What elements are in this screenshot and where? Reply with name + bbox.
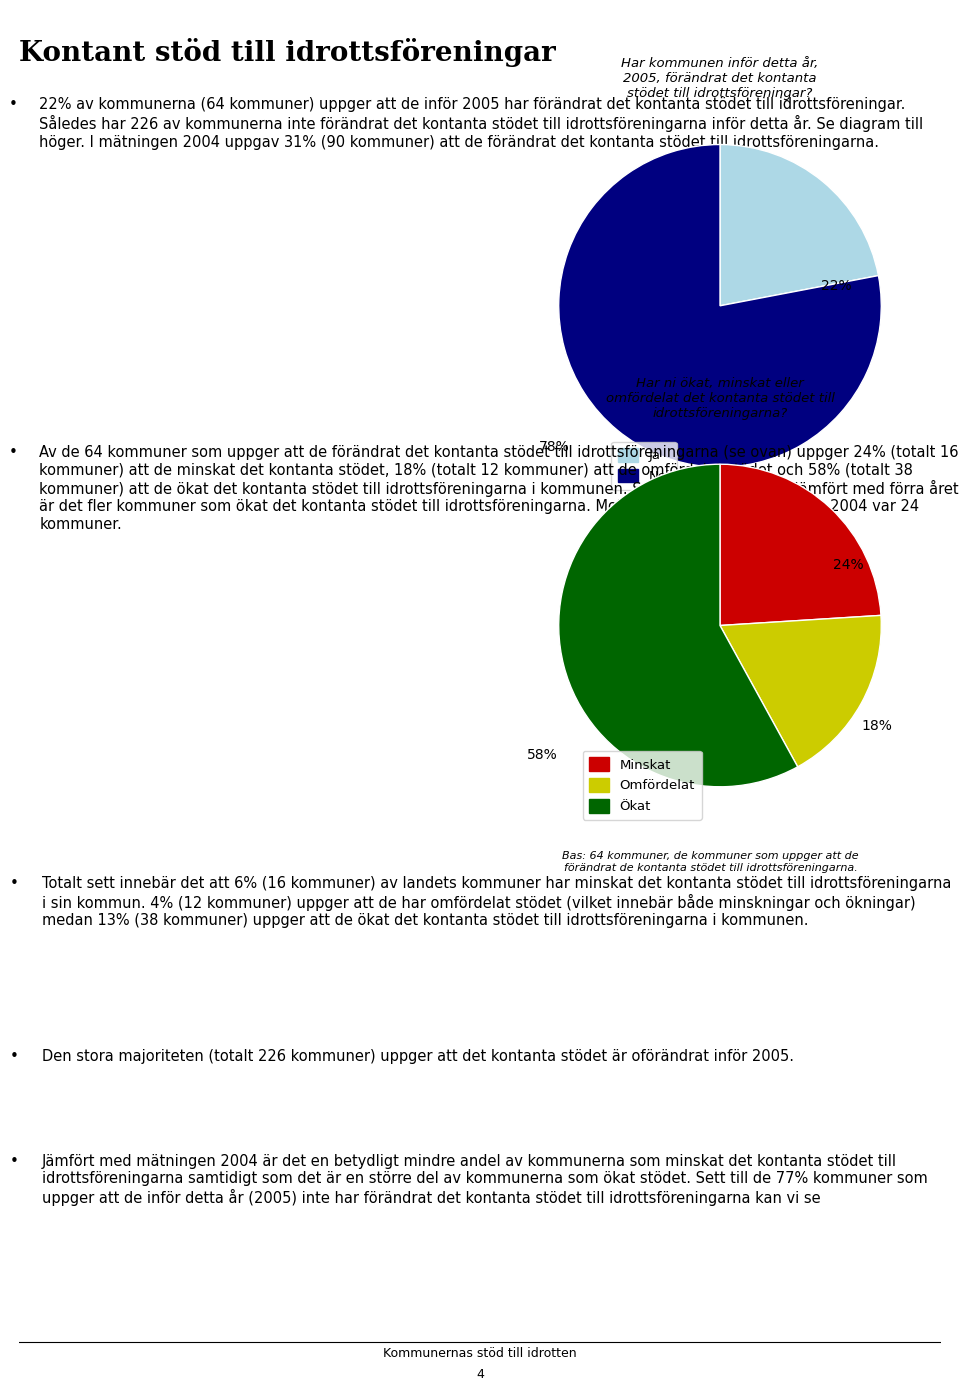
Wedge shape: [720, 616, 881, 767]
Title: Har ni ökat, minskat eller
omfördelat det kontanta stödet till
idrottsföreningar: Har ni ökat, minskat eller omfördelat de…: [606, 377, 834, 420]
Text: 58%: 58%: [526, 748, 557, 762]
Wedge shape: [559, 464, 798, 787]
Text: 22%: 22%: [821, 278, 852, 293]
Text: •: •: [11, 876, 19, 891]
Text: •: •: [11, 1049, 19, 1065]
Text: Jämfört med mätningen 2004 är det en betydligt mindre andel av kommunerna som mi: Jämfört med mätningen 2004 är det en bet…: [42, 1154, 927, 1207]
Text: Kommunernas stöd till idrotten: Kommunernas stöd till idrotten: [383, 1347, 577, 1361]
Text: Totalt sett innebär det att 6% (16 kommuner) av landets kommuner har minskat det: Totalt sett innebär det att 6% (16 kommu…: [42, 876, 951, 929]
Wedge shape: [720, 464, 881, 626]
Legend: Ja, Nej: Ja, Nej: [612, 442, 677, 489]
Wedge shape: [720, 145, 878, 306]
Text: •: •: [11, 1154, 19, 1169]
Text: Bas: 64 kommuner, de kommuner som uppger att de
förändrat de kontanta stödet til: Bas: 64 kommuner, de kommuner som uppger…: [563, 851, 858, 873]
Title: Har kommunen inför detta år,
2005, förändrat det kontanta
stödet till idrottsför: Har kommunen inför detta år, 2005, förän…: [621, 57, 819, 100]
Text: Av de 64 kommuner som uppger att de förändrat det kontanta stödet till idrottsfö: Av de 64 kommuner som uppger att de förä…: [39, 445, 959, 532]
Text: 22% av kommunerna (64 kommuner) uppger att de inför 2005 har förändrat det konta: 22% av kommunerna (64 kommuner) uppger a…: [39, 97, 924, 150]
Text: Bas: Samtliga 290 kommuner: Bas: Samtliga 290 kommuner: [623, 500, 798, 514]
Text: •: •: [10, 445, 18, 460]
Text: Den stora majoriteten (totalt 226 kommuner) uppger att det kontanta stödet är of: Den stora majoriteten (totalt 226 kommun…: [42, 1049, 794, 1065]
Text: Kontant stöd till idrottsföreningar: Kontant stöd till idrottsföreningar: [19, 38, 556, 67]
Text: •: •: [10, 97, 18, 113]
Legend: Minskat, Omfördelat, Ökat: Minskat, Omfördelat, Ökat: [583, 751, 702, 820]
Text: 24%: 24%: [833, 557, 864, 573]
Text: 18%: 18%: [861, 719, 892, 734]
Wedge shape: [559, 145, 881, 467]
Text: 78%: 78%: [539, 439, 569, 455]
Text: 4: 4: [476, 1368, 484, 1382]
